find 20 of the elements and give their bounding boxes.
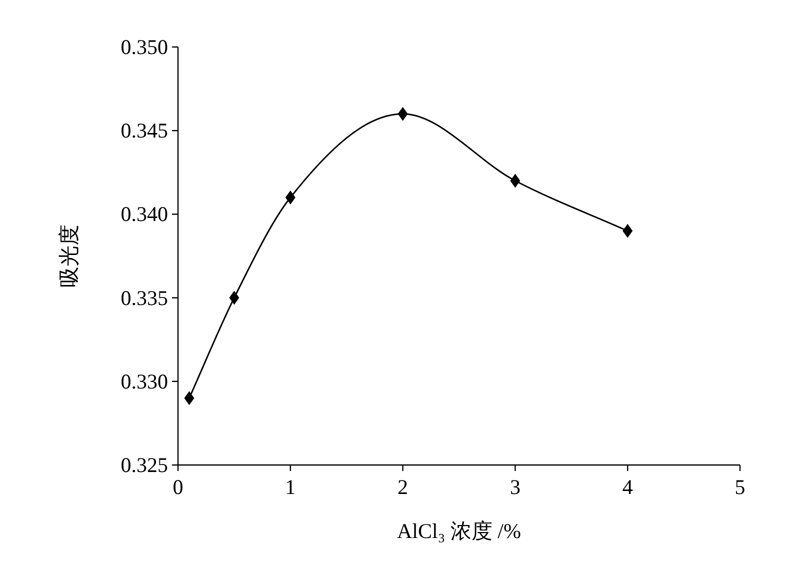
x-tick-label: 4 — [622, 475, 634, 499]
point — [622, 224, 633, 238]
point — [285, 190, 296, 204]
point — [229, 290, 240, 305]
y-tick-label: 0.325 — [120, 453, 168, 477]
x-tick-label: 0 — [172, 475, 184, 499]
point — [184, 391, 194, 406]
x-tick-label: 1 — [285, 475, 296, 499]
y-tick-label: 0.345 — [120, 118, 168, 143]
point — [510, 174, 520, 188]
point — [398, 106, 408, 121]
x-tick-label: 2 — [398, 475, 408, 499]
x-tick-label: 5 — [734, 475, 746, 499]
y-tick-label: 0.340 — [120, 202, 168, 226]
y-tick-label: 0.350 — [120, 35, 168, 59]
x-tick-label: 3 — [510, 475, 520, 499]
x-axis-title: AlCl₃ 浓度 /% — [397, 519, 521, 543]
y-tick-label: 0.330 — [120, 369, 168, 394]
y-axis-title: 吸光度 — [57, 224, 81, 288]
y-tick-label: 0.335 — [120, 286, 168, 310]
